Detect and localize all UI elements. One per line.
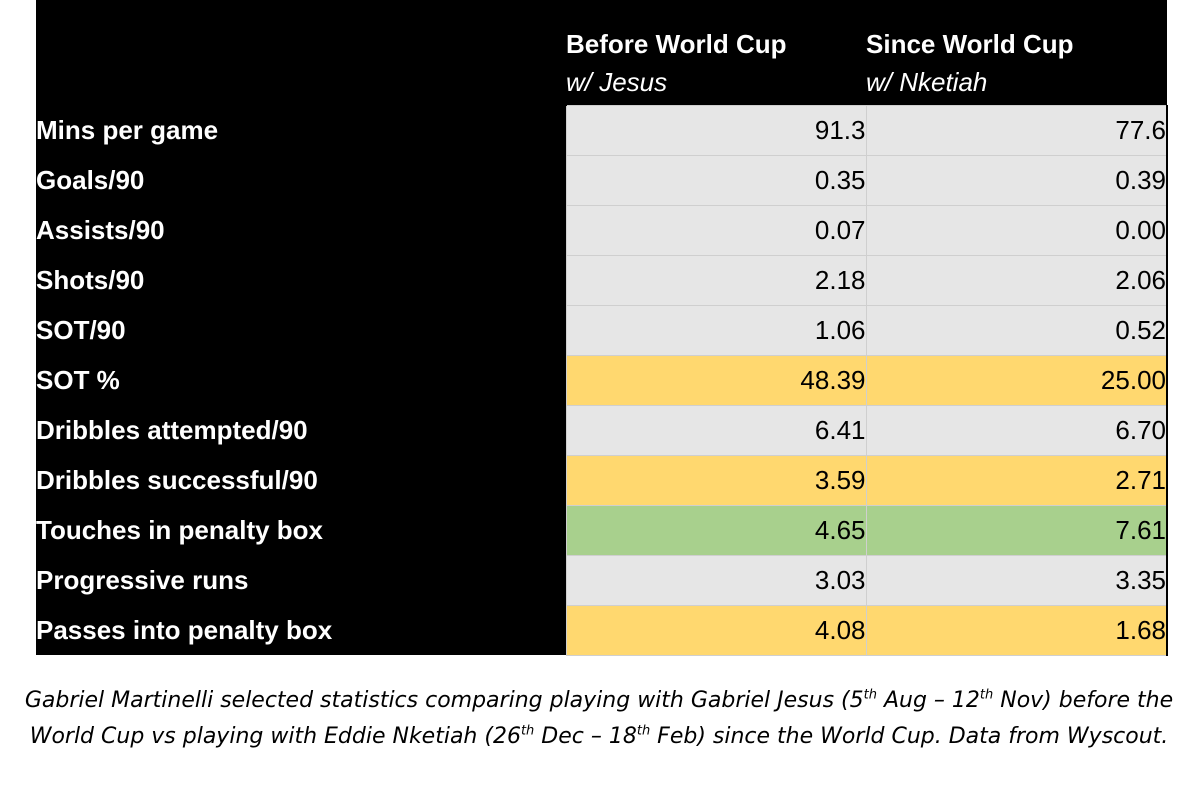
value-before: 1.06 [565,304,867,356]
row-label: SOT % [36,354,566,405]
row-label: Shots/90 [36,254,566,305]
caption-sup-1: th [863,687,877,703]
value-before: 48.39 [565,354,867,406]
table-row: Goals/90 0.35 0.39 [36,154,1168,206]
value-since: 77.6 [865,104,1168,156]
row-label: Dribbles successful/90 [36,454,566,505]
caption-text-3: Nov) before the World Cup vs playing wit… [29,688,1174,749]
value-since: 7.61 [865,504,1168,556]
row-label: Progressive runs [36,554,566,605]
table-row: SOT % 48.39 25.00 [36,354,1168,406]
column-subheader-since: w/ Nketiah [866,60,1167,105]
value-since: 3.35 [865,554,1168,606]
value-before: 0.35 [565,154,867,206]
caption-sup-3: th [520,723,535,739]
value-since: 1.68 [865,604,1168,656]
table-row: Assists/90 0.07 0.00 [36,204,1168,256]
value-since: 25.00 [865,354,1168,406]
table-row: Shots/90 2.18 2.06 [36,254,1168,306]
value-since: 0.39 [865,154,1168,206]
table-row: Dribbles attempted/90 6.41 6.70 [36,404,1168,456]
table-body: Mins per game 91.3 77.6 Goals/90 0.35 0.39 Ass… [36,104,1168,656]
caption: Gabriel Martinelli selected statistics c… [0,683,1198,755]
column-subheader-before: w/ Jesus [566,60,866,105]
table-row: Passes into penalty box 4.08 1.68 [36,604,1168,656]
row-label: SOT/90 [36,304,566,355]
value-since: 0.52 [865,304,1168,356]
table-row: Touches in penalty box 4.65 7.61 [36,504,1168,556]
caption-sup-4: th [636,723,651,739]
value-before: 4.08 [565,604,867,656]
value-before: 4.65 [565,504,867,556]
caption-text-4: Dec – 18 [534,724,637,749]
header-corner [36,0,566,60]
caption-text-5: Feb) since the World Cup. Data from Wysc… [650,724,1169,749]
table-row: Dribbles successful/90 3.59 2.71 [36,454,1168,506]
value-before: 3.59 [565,454,867,506]
value-before: 2.18 [565,254,867,306]
caption-sup-2: th [979,687,994,703]
row-label: Assists/90 [36,204,566,255]
table-row: Progressive runs 3.03 3.35 [36,554,1168,606]
caption-text-1: Gabriel Martinelli selected statistics c… [24,688,864,713]
value-since: 6.70 [865,404,1168,456]
row-label: Goals/90 [36,154,566,205]
header-corner-sub [36,60,566,105]
row-label: Passes into penalty box [36,604,566,655]
row-label: Dribbles attempted/90 [36,404,566,455]
row-label: Touches in penalty box [36,504,566,555]
row-label: Mins per game [36,104,566,155]
value-since: 2.71 [865,454,1168,506]
column-header-before: Before World Cup [566,0,866,60]
value-before: 3.03 [565,554,867,606]
value-since: 0.00 [865,204,1168,256]
value-before: 0.07 [565,204,867,256]
caption-text-2: Aug – 12 [876,688,980,713]
value-since: 2.06 [865,254,1168,306]
stats-table: Before World Cup Since World Cup w/ Jesu… [36,0,1168,656]
table-row: Mins per game 91.3 77.6 [36,104,1168,156]
value-before: 6.41 [565,404,867,456]
table-row: SOT/90 1.06 0.52 [36,304,1168,356]
value-before: 91.3 [565,104,867,156]
column-header-since: Since World Cup [866,0,1167,60]
